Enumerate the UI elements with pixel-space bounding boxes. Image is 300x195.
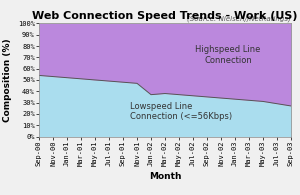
Text: Highspeed Line
Connection: Highspeed Line Connection	[195, 45, 261, 65]
Text: Lowspeed Line
Connection (<=56Kbps): Lowspeed Line Connection (<=56Kbps)	[130, 102, 232, 121]
Y-axis label: Composition (%): Composition (%)	[3, 38, 12, 122]
X-axis label: Month: Month	[149, 172, 181, 181]
Text: (Source: Nielsen//NetRatings): (Source: Nielsen//NetRatings)	[187, 16, 291, 22]
Title: Web Connection Speed Trends - Work (US): Web Connection Speed Trends - Work (US)	[32, 11, 298, 21]
